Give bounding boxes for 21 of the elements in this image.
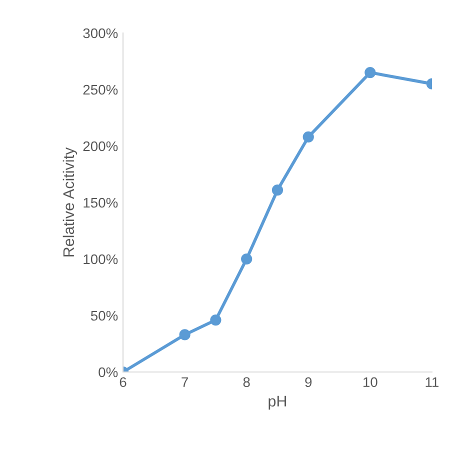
y-tick-label: 150% — [84, 198, 118, 208]
x-tick-label: 7 — [182, 377, 188, 387]
x-axis-title: pH — [268, 396, 286, 410]
x-tick-label: 8 — [243, 377, 250, 388]
point — [364, 66, 376, 78]
point — [210, 314, 222, 326]
point — [179, 329, 190, 340]
y-tick-label: 100% — [84, 254, 118, 264]
x-tick-label: 10 — [363, 377, 378, 388]
x-tick-label: 9 — [305, 377, 312, 388]
y-tick-label: 50% — [90, 310, 118, 321]
point — [241, 253, 252, 265]
point — [272, 184, 284, 196]
y-tick-label: 250% — [83, 84, 118, 95]
point — [302, 131, 314, 143]
x-tick-label: 11 — [426, 377, 438, 387]
y-axis-title: Relative Acitivity — [62, 147, 78, 256]
x-tick-label: 6 — [120, 377, 126, 388]
y-tick-label: 0% — [98, 367, 118, 378]
y-tick-label: 200% — [83, 141, 118, 152]
y-tick-label: 300% — [83, 28, 118, 38]
